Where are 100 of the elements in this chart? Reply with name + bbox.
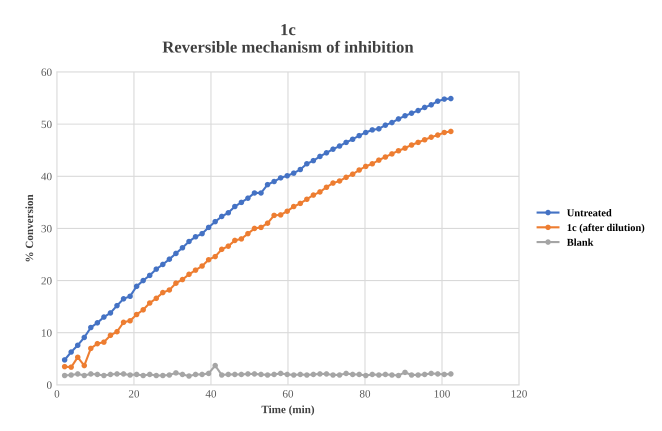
point: [154, 372, 160, 378]
point: [94, 320, 100, 326]
point: [271, 178, 277, 184]
point: [343, 370, 349, 376]
point: [74, 371, 81, 377]
point: [94, 340, 100, 346]
point: [245, 371, 251, 377]
point: [146, 372, 153, 378]
point: [298, 200, 304, 206]
point: [166, 372, 172, 378]
point: [186, 373, 192, 379]
point: [324, 371, 330, 377]
point: [370, 127, 376, 133]
point: [68, 349, 74, 355]
point: [304, 196, 310, 202]
point: [376, 157, 382, 163]
point: [448, 96, 454, 102]
point: [134, 312, 140, 318]
point: [376, 126, 382, 132]
point: [428, 134, 434, 140]
point: [317, 154, 323, 160]
point: [180, 244, 186, 251]
point: [396, 148, 402, 154]
point: [134, 372, 140, 378]
point: [442, 130, 448, 136]
point: [192, 267, 198, 273]
x-tick-label: 120: [512, 390, 527, 398]
x-tick-label: 100: [434, 390, 450, 398]
point: [88, 371, 94, 377]
point: [186, 272, 192, 278]
x-tick-label: 0: [54, 390, 60, 398]
point: [127, 372, 133, 378]
point: [192, 372, 198, 378]
point: [448, 128, 454, 134]
point: [382, 154, 388, 160]
point: [166, 256, 172, 262]
point: [336, 178, 342, 184]
point: [382, 372, 388, 378]
point: [264, 220, 270, 226]
point: [206, 256, 212, 262]
point: [81, 372, 88, 378]
point: [343, 140, 349, 146]
point: [402, 145, 408, 151]
point: [396, 372, 402, 378]
point: [114, 328, 120, 334]
point: [199, 230, 205, 236]
point: [310, 158, 316, 164]
point: [160, 372, 166, 378]
point: [238, 200, 244, 206]
point: [271, 372, 277, 378]
x-tick-label: 40: [206, 390, 216, 398]
y-tick-label: 30: [41, 224, 52, 232]
point: [389, 151, 395, 157]
point: [108, 310, 114, 316]
point: [434, 98, 441, 104]
point: [415, 108, 421, 114]
point: [336, 143, 342, 149]
point: [108, 332, 114, 338]
point: [442, 96, 448, 102]
point: [140, 307, 146, 313]
point: [101, 339, 107, 345]
point: [422, 104, 428, 110]
point: [258, 372, 264, 378]
point: [88, 346, 94, 352]
point: [370, 372, 376, 378]
point: [81, 334, 88, 340]
point: [304, 372, 310, 378]
y-tick-label: 10: [42, 329, 52, 337]
point: [252, 371, 258, 377]
y-tick-label: 20: [41, 277, 52, 285]
point: [434, 132, 441, 138]
point: [160, 290, 166, 296]
point: [212, 362, 218, 368]
x-tick-label: 80: [360, 390, 370, 398]
x-tick-label: 60: [282, 390, 294, 398]
point: [218, 214, 225, 220]
point: [415, 140, 421, 146]
point: [408, 372, 414, 378]
point: [284, 208, 290, 214]
point: [120, 320, 126, 326]
point: [356, 372, 362, 378]
point: [74, 342, 81, 348]
point: [245, 230, 251, 236]
point: [218, 372, 225, 378]
point: [252, 190, 258, 196]
point: [298, 372, 304, 378]
point: [108, 372, 114, 378]
point: [173, 250, 179, 256]
point: [206, 370, 212, 376]
point: [330, 180, 336, 186]
point: [330, 146, 336, 152]
point: [428, 370, 434, 376]
point: [442, 372, 448, 378]
point: [206, 224, 212, 230]
point: [324, 150, 330, 156]
legend-label: 1c (after dilution): [568, 224, 644, 234]
point: [226, 372, 232, 378]
point: [350, 372, 356, 378]
point: [448, 371, 454, 377]
point: [186, 238, 192, 244]
